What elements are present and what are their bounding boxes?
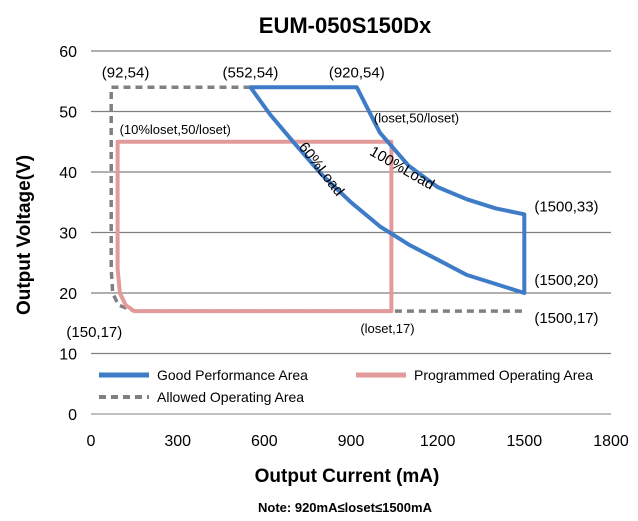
- legend-label: Allowed Operating Area: [157, 389, 304, 405]
- x-tick-labels: 0 300 600 900 1200 1500 1800: [87, 433, 629, 450]
- annotation-label: (552,54): [223, 64, 279, 81]
- annotation-label: 100%Load: [367, 143, 438, 194]
- annotation-label: 60%Load: [295, 139, 347, 199]
- x-tick-label: 300: [164, 433, 191, 450]
- legend: Good Performance Area Programmed Operatin…: [92, 359, 610, 409]
- y-tick-labels: 0 10 20 30 40 50 60: [59, 44, 77, 424]
- annotations: (92,54) (552,54) (920,54) (10%loset,50/lose…: [66, 64, 598, 341]
- annotation-label: (1500,20): [534, 272, 598, 289]
- x-tick-label: 900: [338, 433, 365, 450]
- series-lines: [109, 85, 527, 314]
- y-tick-label: 0: [68, 407, 77, 424]
- annotation-label: (1500,17): [534, 310, 598, 327]
- legend-background: [92, 359, 610, 409]
- annotation-label: (1500,33): [534, 198, 598, 215]
- x-tick-label: 600: [251, 433, 278, 450]
- y-tick-label: 30: [59, 226, 77, 243]
- y-tick-label: 50: [59, 105, 77, 122]
- grid-lines: [91, 50, 611, 415]
- x-tick-label: 1200: [420, 433, 456, 450]
- y-tick-label: 10: [59, 347, 77, 364]
- x-tick-label: 1500: [507, 433, 543, 450]
- chart-note: Note: 920mA≤loset≤1500mA: [258, 500, 433, 515]
- annotation-label: (loset,17): [360, 321, 414, 336]
- annotation-label: (92,54): [102, 64, 150, 81]
- series-line-good-performance-area: [248, 85, 527, 295]
- y-tick-label: 20: [59, 286, 77, 303]
- series-line-programmed-operating-area: [115, 139, 394, 314]
- y-tick-label: 40: [59, 165, 77, 182]
- x-axis-title: Output Current (mA): [255, 466, 440, 487]
- annotation-label: (150,17): [66, 324, 122, 341]
- y-axis-title: Output Voltage(V): [14, 155, 35, 315]
- annotation-label: (920,54): [329, 64, 385, 81]
- y-tick-label: 60: [59, 44, 77, 61]
- x-tick-label: 1800: [593, 433, 629, 450]
- chart-title: EUM-050S150Dx: [259, 13, 432, 38]
- annotation-label: (loset,50/loset): [374, 111, 459, 126]
- annotation-label: (10%loset,50/loset): [120, 122, 231, 137]
- x-tick-label: 0: [87, 433, 96, 450]
- legend-label: Programmed Operating Area: [414, 367, 593, 383]
- legend-label: Good Performance Area: [157, 367, 308, 383]
